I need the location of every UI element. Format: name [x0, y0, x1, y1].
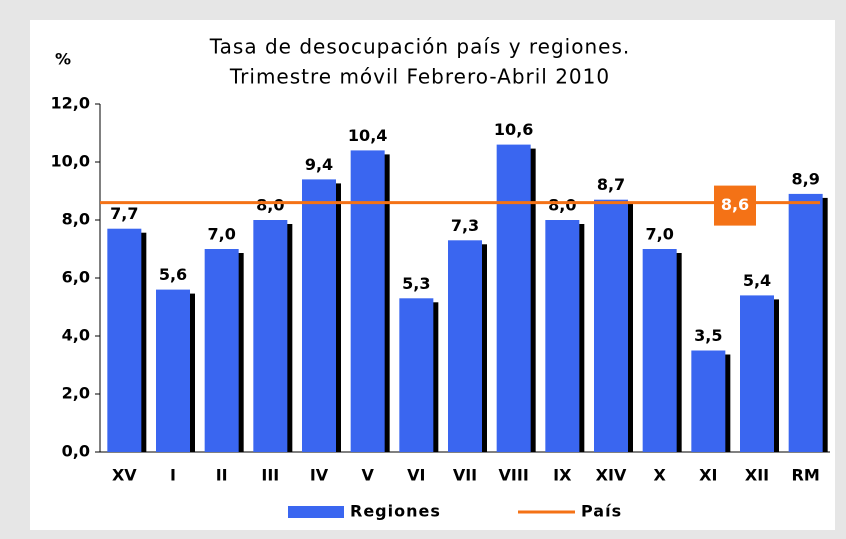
- legend-label: Regiones: [350, 502, 441, 521]
- x-tick-label: XV: [112, 466, 137, 485]
- bar: [594, 199, 628, 452]
- bar: [399, 298, 434, 452]
- value-label: 8,0: [256, 196, 284, 215]
- chart-subtitle: Trimestre móvil Febrero-Abril 2010: [229, 65, 610, 89]
- value-label: 5,3: [402, 274, 430, 293]
- bar: [545, 220, 580, 452]
- value-label: 7,0: [207, 225, 235, 244]
- x-tick-label: RM: [792, 466, 820, 485]
- x-tick-label: I: [170, 466, 176, 485]
- legend-label: País: [581, 502, 622, 521]
- y-tick-label: 12,0: [51, 94, 90, 113]
- value-label: 7,0: [645, 225, 673, 244]
- y-tick-label: 8,0: [62, 210, 90, 229]
- x-tick-label: VII: [453, 466, 477, 485]
- value-label: 7,3: [451, 216, 479, 235]
- bar: [253, 220, 288, 452]
- bar: [691, 350, 726, 452]
- value-label: 8,0: [548, 196, 576, 215]
- value-label: 10,4: [348, 126, 387, 145]
- value-label: 5,6: [159, 265, 187, 284]
- x-tick-label: X: [653, 466, 666, 485]
- bar: [496, 144, 531, 452]
- x-tick-label: II: [216, 466, 228, 485]
- bar: [204, 249, 239, 452]
- value-label: 7,7: [110, 204, 138, 223]
- x-tick-label: VI: [407, 466, 425, 485]
- chart-panel: [30, 20, 835, 530]
- value-label: 10,6: [494, 120, 533, 139]
- bar: [350, 150, 385, 452]
- bar: [156, 289, 190, 452]
- x-tick-label: V: [361, 466, 374, 485]
- y-tick-label: 4,0: [62, 326, 90, 345]
- reference-label-box: [714, 185, 756, 226]
- y-tick-label: 6,0: [62, 268, 90, 287]
- x-tick-label: XIV: [596, 466, 627, 485]
- bar: [448, 240, 482, 452]
- reference-label: 8,6: [721, 195, 749, 214]
- y-axis-label: %: [55, 50, 71, 69]
- y-tick-label: 2,0: [62, 384, 90, 403]
- value-label: 8,9: [791, 169, 819, 188]
- x-tick-label: XII: [745, 466, 769, 485]
- x-tick-label: XI: [699, 466, 717, 485]
- legend-swatch: [288, 506, 344, 518]
- bar: [740, 295, 774, 452]
- x-tick-label: III: [261, 466, 279, 485]
- bar: [788, 193, 823, 452]
- chart-title: Tasa de desocupación país y regiones.: [209, 35, 630, 59]
- bar: [107, 228, 142, 452]
- x-tick-label: IX: [553, 466, 572, 485]
- value-label: 3,5: [694, 326, 722, 345]
- value-label: 9,4: [305, 155, 333, 174]
- x-tick-label: IV: [310, 466, 329, 485]
- x-tick-label: VIII: [499, 466, 529, 485]
- value-label: 8,7: [597, 175, 625, 194]
- y-tick-label: 10,0: [51, 152, 90, 171]
- bar: [302, 179, 336, 452]
- y-tick-label: 0,0: [62, 442, 90, 461]
- value-label: 5,4: [743, 271, 771, 290]
- bar: [642, 249, 677, 452]
